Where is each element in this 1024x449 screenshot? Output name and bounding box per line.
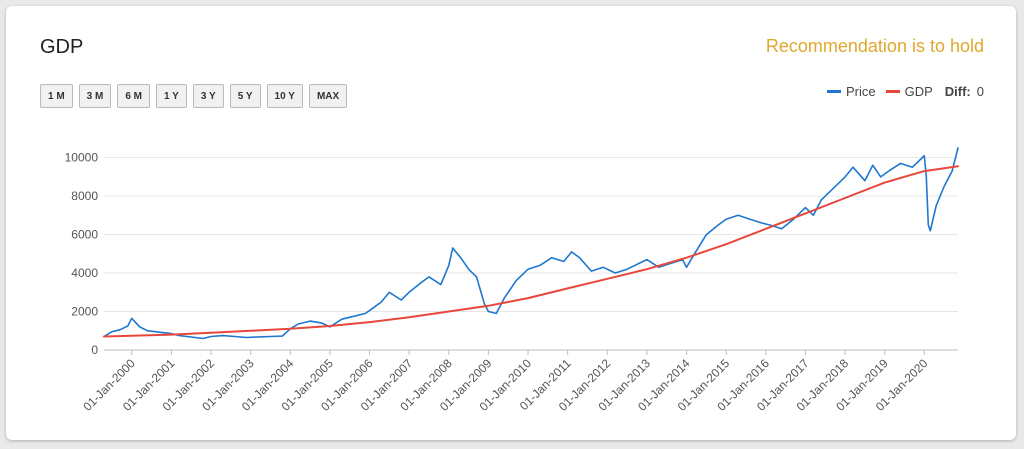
range-button-1m[interactable]: 1 M: [40, 84, 73, 108]
diff-value: 0: [976, 84, 984, 99]
y-tick-label: 10000: [65, 151, 99, 165]
range-button-3y[interactable]: 3 Y: [192, 84, 224, 108]
legend-swatch-price: [826, 90, 841, 93]
legend-label-price: Price: [845, 84, 876, 99]
legend-item-gdp[interactable]: GDP: [885, 84, 933, 99]
range-button-1y[interactable]: 1 Y: [156, 84, 187, 108]
chart-title: GDP: [40, 36, 84, 58]
range-button-6m[interactable]: 6 M: [117, 84, 151, 108]
y-tick-label: 0: [91, 343, 98, 357]
chart-legend: Price GDP Diff: 0: [826, 84, 984, 99]
series-line-gdp: [103, 165, 959, 338]
range-button-max[interactable]: MAX: [308, 84, 348, 108]
range-selector: 1 M 3 M 6 M 1 Y 3 Y 5 Y 10 Y MAX: [40, 84, 348, 108]
recommendation-text: Recommendation is to hold: [765, 36, 984, 56]
y-tick-label: 4000: [71, 266, 98, 280]
y-tick-label: 6000: [71, 228, 98, 242]
series-line-price: [103, 147, 959, 340]
legend-item-price[interactable]: Price: [826, 84, 876, 99]
diff-label: Diff:: [944, 84, 971, 99]
legend-label-gdp: GDP: [904, 84, 933, 99]
range-button-3m[interactable]: 3 M: [78, 84, 112, 108]
y-tick-label: 2000: [71, 305, 98, 319]
chart-card: GDP Recommendation is to hold 1 M 3 M 6 …: [6, 6, 1016, 440]
range-button-5y[interactable]: 5 Y: [229, 84, 261, 108]
legend-swatch-gdp: [885, 90, 900, 93]
y-tick-label: 8000: [71, 189, 98, 203]
range-button-10y[interactable]: 10 Y: [266, 84, 303, 108]
